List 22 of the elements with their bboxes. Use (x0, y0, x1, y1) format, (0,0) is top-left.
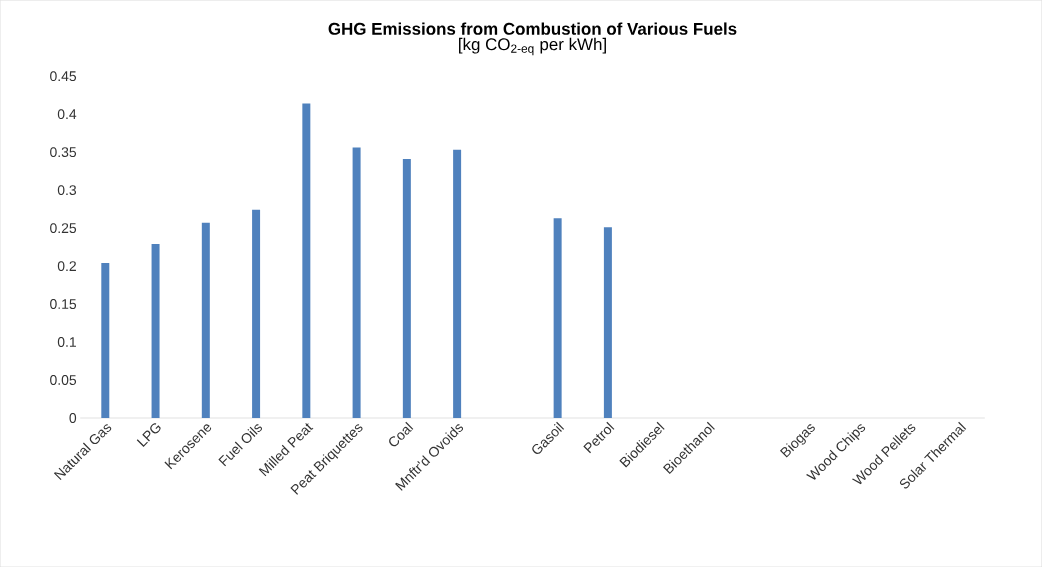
bar (603, 227, 612, 418)
chart-subtitle: [kg CO$_{2-eq}$ per kWh] (459, 37, 606, 56)
bar (101, 262, 110, 418)
bar (201, 222, 210, 418)
bar (252, 209, 261, 418)
bar (151, 243, 160, 418)
y-tick-label: 0.35 (50, 147, 77, 157)
bar (302, 103, 311, 418)
y-tick-label: 0.45 (50, 71, 77, 82)
y-tick-label: 0.1 (57, 337, 76, 347)
bar (453, 149, 462, 418)
y-tick-label: 0.2 (57, 261, 76, 271)
bar (352, 147, 361, 418)
chart-title: GHG Emissions from Combustion of Various Fuels (328, 22, 737, 35)
y-tick-label: 0 (69, 413, 77, 423)
bar (553, 218, 562, 418)
y-tick-label: 0.05 (50, 375, 77, 385)
y-tick-label: 0.3 (57, 185, 77, 195)
bar (402, 158, 411, 418)
y-tick-label: 0.15 (50, 299, 77, 309)
y-tick-label: 0.25 (50, 223, 77, 233)
y-tick-label: 0.4 (57, 109, 77, 119)
